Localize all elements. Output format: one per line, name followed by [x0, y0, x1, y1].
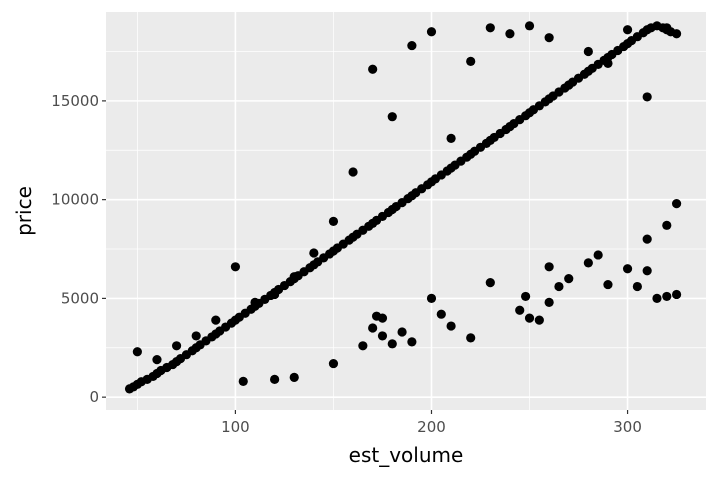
data-point	[524, 313, 535, 323]
x-tick-label: 300	[613, 418, 642, 436]
data-point	[328, 216, 339, 226]
data-point	[515, 305, 525, 315]
data-point	[564, 274, 574, 284]
data-point	[662, 220, 672, 230]
data-point	[368, 323, 378, 333]
data-point	[603, 279, 613, 290]
data-point	[238, 376, 248, 386]
data-point	[544, 297, 554, 307]
data-point	[387, 112, 397, 122]
data-point	[466, 333, 476, 343]
data-point	[662, 23, 672, 33]
data-point	[593, 250, 603, 260]
y-axis-ticks: 0 5000 10000 15000	[51, 92, 106, 406]
data-point	[544, 33, 554, 43]
data-points	[124, 21, 682, 394]
data-point	[671, 198, 682, 209]
data-point	[348, 167, 358, 177]
data-point	[446, 133, 456, 144]
y-tick-label: 0	[89, 388, 99, 406]
data-point	[397, 327, 407, 337]
data-point	[436, 309, 446, 319]
y-tick-label: 5000	[61, 289, 99, 307]
data-point	[309, 248, 319, 258]
x-tick-label: 100	[221, 418, 250, 436]
data-point	[377, 331, 388, 341]
data-point	[407, 40, 417, 51]
data-point	[583, 258, 593, 268]
data-point	[652, 293, 662, 304]
data-point	[671, 289, 682, 300]
data-point	[622, 25, 633, 35]
data-point	[270, 289, 280, 300]
data-point	[446, 321, 456, 331]
data-point	[662, 291, 672, 302]
x-axis-ticks: 100 200 300	[221, 410, 642, 436]
data-point	[270, 374, 280, 384]
data-point	[407, 337, 417, 347]
data-point	[387, 339, 397, 349]
data-point	[485, 278, 495, 288]
data-point	[211, 315, 221, 325]
data-point	[191, 331, 201, 341]
data-point	[603, 58, 613, 68]
data-point	[671, 29, 682, 39]
data-point	[328, 358, 339, 369]
x-tick-label: 200	[417, 418, 446, 436]
data-point	[534, 315, 544, 325]
data-point	[632, 281, 642, 292]
major-gridlines	[106, 12, 706, 410]
data-point	[583, 46, 593, 57]
data-point	[642, 92, 652, 102]
data-point	[564, 80, 574, 90]
x-axis-title: est_volume	[349, 443, 464, 467]
y-axis-title: price	[12, 186, 36, 236]
data-point	[642, 234, 652, 244]
y-tick-label: 15000	[51, 92, 99, 110]
data-point	[250, 297, 260, 307]
data-point	[358, 341, 368, 351]
data-point	[642, 266, 652, 276]
data-point	[554, 281, 564, 292]
data-point	[289, 372, 299, 383]
data-point	[171, 341, 182, 351]
data-point	[426, 27, 437, 37]
data-point	[132, 347, 142, 357]
data-point	[377, 313, 388, 323]
data-point	[289, 272, 299, 282]
data-point	[544, 262, 554, 272]
y-tick-label: 10000	[51, 191, 99, 209]
data-point	[505, 29, 515, 39]
data-point	[368, 64, 378, 74]
data-point	[622, 264, 633, 274]
data-point	[230, 262, 241, 272]
data-point	[426, 293, 437, 304]
data-point	[485, 23, 495, 33]
data-point	[524, 21, 535, 31]
minor-gridlines	[106, 12, 706, 410]
data-point	[521, 291, 531, 302]
data-point	[152, 355, 162, 365]
data-point	[466, 56, 476, 66]
